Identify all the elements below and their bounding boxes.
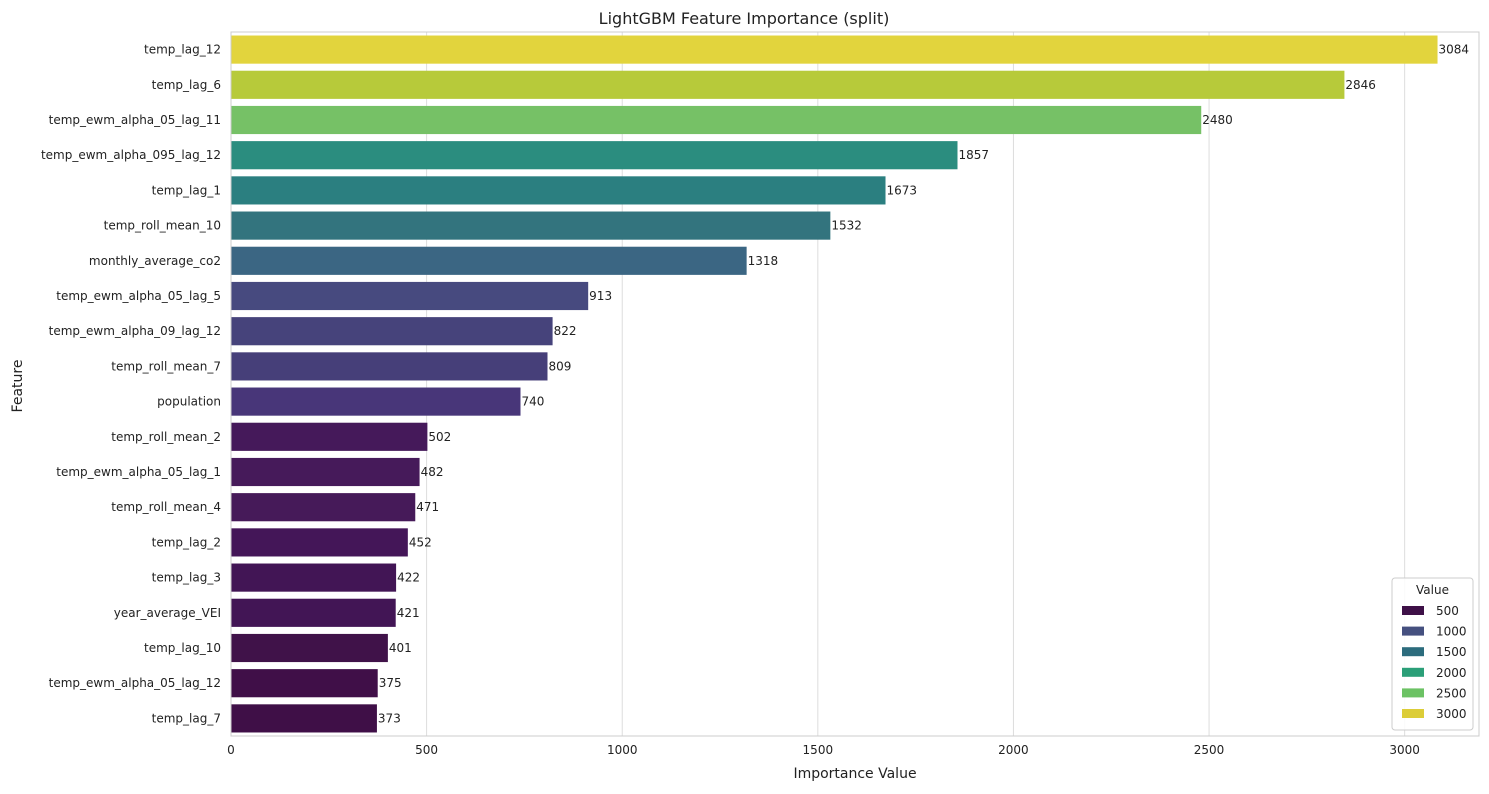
grid-lines [230, 32, 1406, 736]
category-label: temp_lag_2 [152, 535, 221, 549]
value-labels: 3084 2846 2480 1857 1673 1532 1318 913 822 809 740… [378, 43, 1469, 726]
category-label: temp_lag_3 [152, 571, 221, 585]
category-label: temp_roll_mean_7 [111, 359, 221, 373]
bar [231, 633, 388, 663]
plot-frame [230, 31, 1480, 737]
category-label: temp_roll_mean_4 [111, 500, 221, 514]
x-tick-label: 2500 [1194, 743, 1225, 757]
bar [231, 105, 1202, 135]
legend-title: Value [1416, 583, 1449, 597]
x-tick-labels: 0 500 1000 1500 2000 2500 3000 [227, 743, 1420, 757]
legend-label: 2000 [1436, 666, 1467, 680]
category-label: temp_ewm_alpha_05_lag_12 [49, 676, 221, 690]
category-label: temp_ewm_alpha_09_lag_12 [49, 324, 221, 338]
bar [231, 211, 831, 240]
x-axis-title: Importance Value [793, 766, 916, 782]
category-label: temp_ewm_alpha_095_lag_12 [41, 148, 221, 162]
value-label: 809 [548, 359, 571, 373]
x-tick-label: 0 [227, 743, 235, 757]
bar [231, 598, 396, 627]
bar [231, 176, 886, 205]
category-label: temp_ewm_alpha_05_lag_1 [56, 465, 221, 479]
category-label: temp_lag_7 [152, 711, 221, 725]
x-tick-label: 2000 [998, 743, 1029, 757]
value-label: 375 [379, 676, 402, 690]
value-label: 913 [589, 289, 612, 303]
bar [231, 246, 747, 275]
x-tick-label: 1000 [607, 743, 638, 757]
category-label: temp_lag_1 [152, 183, 221, 197]
value-label: 421 [397, 606, 420, 620]
bar [231, 493, 416, 522]
bar [231, 528, 408, 557]
value-label: 2480 [1202, 113, 1233, 127]
x-tick-label: 500 [415, 743, 438, 757]
bar [231, 704, 377, 733]
category-label: temp_lag_6 [152, 78, 221, 92]
bar [231, 70, 1345, 99]
bar [231, 317, 553, 346]
value-label: 1673 [887, 183, 918, 197]
category-label: temp_ewm_alpha_05_lag_11 [49, 113, 221, 127]
bar [231, 352, 548, 381]
legend-label: 2500 [1436, 686, 1467, 700]
value-label: 1532 [831, 219, 862, 233]
value-label: 3084 [1439, 43, 1470, 57]
legend-swatch [1402, 626, 1424, 636]
legend-swatch [1402, 647, 1424, 657]
category-label: monthly_average_co2 [89, 254, 221, 268]
value-label: 482 [421, 465, 444, 479]
legend-swatch [1402, 606, 1424, 615]
value-label: 502 [428, 430, 451, 444]
x-tick-label: 1500 [803, 743, 834, 757]
bar [231, 669, 378, 698]
legend-swatch [1402, 688, 1424, 698]
legend-label: 3000 [1436, 707, 1467, 721]
value-label: 1857 [959, 148, 990, 162]
value-label: 401 [389, 641, 412, 655]
category-label: temp_roll_mean_2 [111, 430, 221, 444]
value-label: 452 [409, 535, 432, 549]
category-label: year_average_VEI [114, 606, 221, 620]
legend-swatch [1402, 709, 1424, 718]
bar [231, 563, 397, 592]
category-label: temp_lag_10 [144, 641, 221, 655]
category-label: population [157, 395, 221, 409]
legend: Value 500 1000 1500 2000 2500 3000 [1391, 577, 1474, 731]
category-label: temp_lag_12 [144, 43, 221, 57]
legend-label: 1500 [1436, 645, 1467, 659]
value-label: 2846 [1345, 78, 1376, 92]
legend-label: 500 [1436, 604, 1459, 618]
y-axis-title: Feature [10, 360, 26, 413]
category-labels: temp_lag_12 temp_lag_6 temp_ewm_alpha_05_l… [41, 43, 221, 726]
category-label: temp_roll_mean_10 [104, 219, 221, 233]
legend-swatch [1402, 667, 1424, 677]
bar [231, 457, 420, 487]
bar [231, 141, 958, 170]
bars [231, 35, 1438, 733]
bar [231, 281, 589, 311]
bar [231, 387, 521, 416]
value-label: 822 [554, 324, 577, 338]
category-label: temp_ewm_alpha_05_lag_5 [56, 289, 221, 303]
bar [231, 422, 428, 451]
x-tick-label: 3000 [1389, 743, 1420, 757]
value-label: 740 [522, 395, 545, 409]
chart-title: LightGBM Feature Importance (split) [599, 9, 890, 28]
value-label: 373 [378, 711, 401, 725]
bar [231, 35, 1438, 64]
value-label: 422 [397, 571, 420, 585]
value-label: 1318 [748, 254, 779, 268]
value-label: 471 [416, 500, 439, 514]
legend-label: 1000 [1436, 625, 1467, 639]
